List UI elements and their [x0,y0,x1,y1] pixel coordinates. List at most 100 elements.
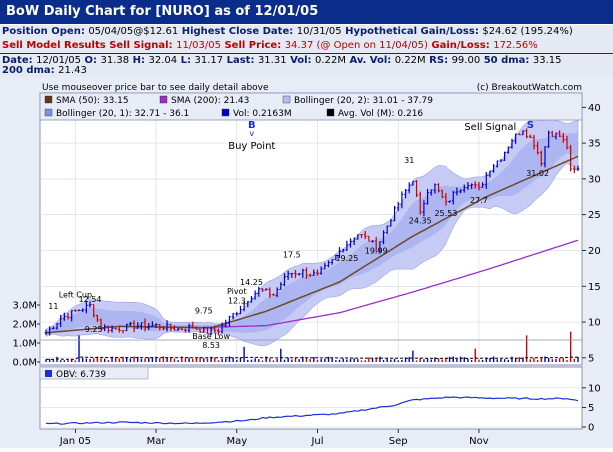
sell-gain-label: Gain/Loss: [431,40,490,51]
volume-bar [522,357,524,362]
volume-bar [320,359,322,362]
dma200-line: 200 dma: 21.43 [0,65,613,77]
position-open-line: Position Open: 05/04/05@$12.61 Highest C… [0,25,613,39]
legend-label: Bollinger (20, 1): 32.71 - 36.1 [56,109,189,119]
volume-bar [74,360,77,362]
volume-bar [544,356,546,362]
volume-bar [45,359,47,362]
dma200-value: 21.43 [58,65,87,76]
volume-bar [371,358,374,362]
volume-bar [133,356,135,362]
volume-bar [478,359,480,362]
price-annotation: 31.02 [526,169,549,178]
volume-bar [221,358,223,362]
x-tick-label: Jul [310,436,323,447]
volume-bar [386,358,388,362]
gain-loss-label: Hypothetical Gain/Loss: [345,26,479,37]
volume-bar [456,358,458,362]
volume-bar [52,360,55,362]
volume-bar [170,357,172,362]
volume-bar [434,357,436,362]
x-tick-label: Sep [389,436,408,447]
volume-bar [533,358,535,362]
volume-bar [569,331,572,362]
low-label: L: [180,55,191,66]
volume-bar [338,359,341,362]
sell-signal-marker[interactable]: S [527,120,534,131]
open-label: O: [84,55,98,66]
obv-gridlines [40,387,582,428]
volume-bar [100,358,102,362]
open-value: 31.38 [100,55,130,66]
dma50-label: 50 dma: [483,55,530,66]
volume-bar [195,357,198,362]
volume-bar [305,357,308,362]
volume-bar [481,359,484,362]
chart-area[interactable]: Left Cup 11 12.54 9.25 9.75 Base Low 8.53 Pivot… [0,77,613,448]
volume-bar [48,358,51,362]
volume-bar [551,359,554,362]
price-tick-label: 25 [588,210,601,221]
volume-bar [485,357,487,362]
price-annotation: 11 [48,302,58,311]
high-value: 32.04 [148,55,178,66]
volume-bar [379,356,381,362]
volume-bar [555,359,557,362]
volume-bar [397,360,399,362]
volume-bar [302,356,304,362]
sma50-line [45,155,579,334]
volume-bar [375,358,377,362]
buy-signal-marker[interactable]: B [248,120,256,131]
last-value: 31.31 [257,55,287,66]
volume-bar [67,359,69,362]
volume-bar [159,358,161,362]
volume-bar [243,346,245,362]
volume-tick-label: 0.0M [12,358,37,369]
bollinger-1-band [46,132,578,335]
price-axis: 35 30 25 20 15 10 5 40 [582,103,601,364]
volume-bar [408,356,410,362]
legend-swatch [221,108,230,117]
volume-bar [412,350,414,362]
price-tick-label: 30 [588,174,601,185]
volume-bar [525,335,528,362]
volume-bar [96,356,99,362]
price-annotation: 8.53 [202,341,220,350]
volume-bar [188,357,190,362]
volume-bar [287,357,289,362]
volume-bar [56,356,58,362]
vol-label: Vol: [290,55,312,66]
volume-bar [459,356,462,362]
volume-bar [313,357,315,362]
date-value: 12/01/05 [36,55,82,66]
volume-bar [151,357,154,362]
price-annotation: 19.25 [335,254,358,263]
highest-close-label: Highest Close Date: [181,26,294,37]
legend-label: SMA (200): 21.43 [171,96,249,106]
volume-bar [144,358,146,362]
obv-tick-label: 0 [588,423,594,434]
volume-bar [536,359,539,362]
obv-legend-swatch [45,370,52,377]
volume-tick-label: 2.0M [12,320,37,331]
volume-bar [111,356,113,362]
volume-bar [228,356,231,362]
sell-signal-label: Sell Model Results Sell Signal: [2,40,173,51]
obv-tick-label: 5 [588,403,594,414]
volume-bar [85,358,88,362]
legend-swatch [326,108,335,117]
gain-loss-value: $24.62 (195.24%) [482,26,573,37]
volume-bar [404,357,407,362]
dma200-label: 200 dma: [2,65,55,76]
x-tick-label: Mar [147,436,167,447]
volume-bar [430,359,432,362]
volume-bar [474,348,476,362]
volume-bar [166,357,168,362]
volume-bar [239,357,242,362]
legend-label: Bollinger (20, 2): 31.01 - 37.79 [294,96,433,106]
sell-model-line: Sell Model Results Sell Signal: 11/03/05… [0,39,613,53]
legend-swatch [159,95,168,104]
price-tick-label: 20 [588,246,601,257]
legend-label: Vol: 0.2163M [233,109,292,119]
